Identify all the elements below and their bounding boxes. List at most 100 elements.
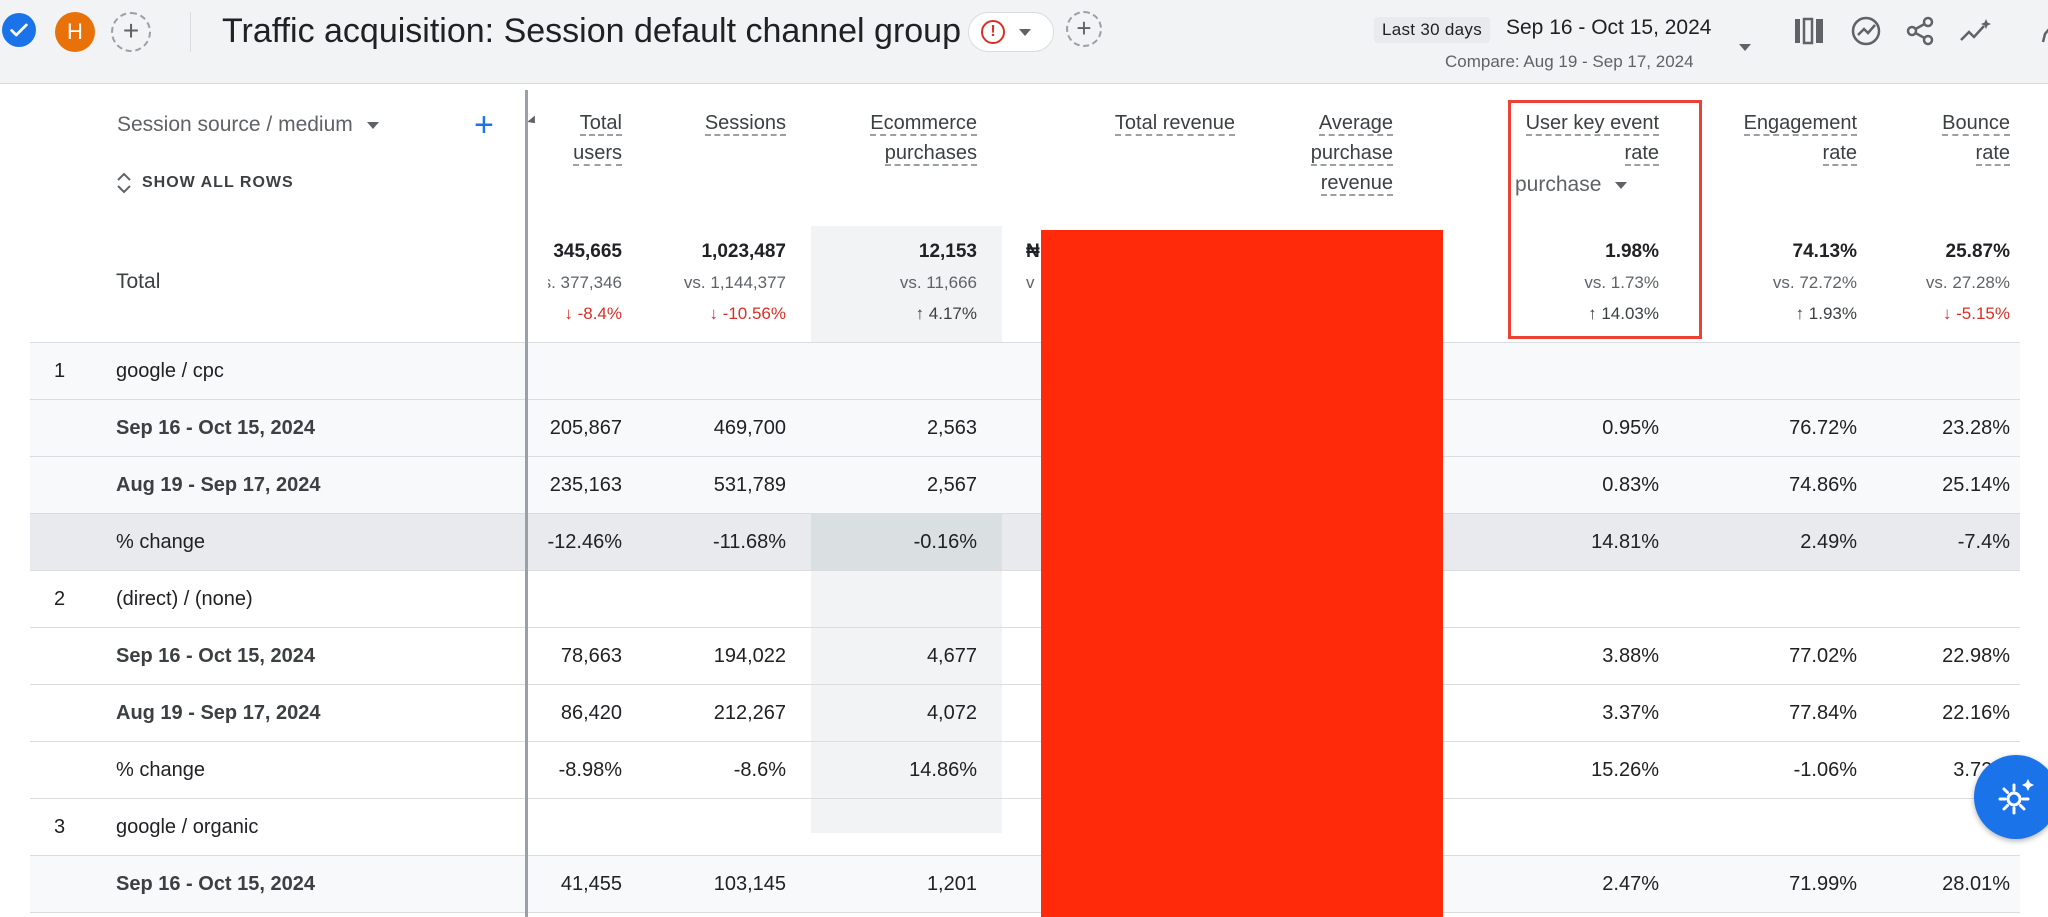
header-user-key-event-rate[interactable]: User key event rate bbox=[1525, 112, 1659, 166]
sort-indicator-icon bbox=[527, 115, 539, 127]
edit-icon[interactable] bbox=[2030, 12, 2048, 50]
cell-total-users: 86,420 bbox=[560, 702, 622, 724]
user-key-event-rate-summary: 1.98% vs. 1.73% ↑ 14.03% bbox=[1584, 241, 1659, 323]
total-revenue-summary-partial: ₦ v bbox=[1026, 241, 1040, 292]
show-all-rows-button[interactable]: SHOW ALL ROWS bbox=[116, 172, 294, 194]
cell-user-key-event-rate: 14.81% bbox=[1591, 531, 1659, 553]
report-status-dropdown[interactable]: ! bbox=[968, 12, 1054, 52]
row-label: Aug 19 - Sep 17, 2024 bbox=[116, 474, 321, 496]
header-ecommerce-purchases[interactable]: Ecommerce purchases bbox=[870, 112, 977, 166]
cell-ecommerce-purchases: 2,563 bbox=[926, 417, 977, 439]
table-row-change: % change -8.98% -8.6% 14.86% 15.26% -1.0… bbox=[30, 742, 2020, 799]
report-header: H + Traffic acquisition: Session default… bbox=[0, 0, 2048, 84]
cell-total-users: -8.98% bbox=[558, 759, 622, 781]
cell-engagement-rate: 71.99% bbox=[1789, 873, 1857, 895]
add-dimension-button[interactable]: + bbox=[474, 106, 494, 144]
cell-engagement-rate: 77.02% bbox=[1789, 645, 1857, 667]
table-row: Sep 16 - Oct 15, 2024 78,663 194,022 4,6… bbox=[30, 628, 2020, 685]
row-dimension-value: google / cpc bbox=[116, 360, 224, 382]
trend-sparkle-icon[interactable] bbox=[1957, 12, 1995, 50]
cell-sessions: 194,022 bbox=[713, 645, 786, 667]
avatar[interactable]: H bbox=[55, 12, 95, 52]
plus-icon: + bbox=[122, 15, 140, 46]
cell-engagement-rate: 2.49% bbox=[1800, 531, 1857, 553]
header-sessions[interactable]: Sessions bbox=[704, 112, 786, 136]
table-row-group-header[interactable]: 1 google / cpc bbox=[30, 343, 2020, 400]
cell-ecommerce-purchases: 14.86% bbox=[909, 759, 977, 781]
header-engagement-rate[interactable]: Engagement rate bbox=[1743, 112, 1857, 166]
cell-total-users: 205,867 bbox=[549, 417, 622, 439]
plus-icon: + bbox=[1076, 13, 1092, 43]
row-label: % change bbox=[116, 531, 205, 553]
cell-sessions: -8.6% bbox=[733, 759, 786, 781]
cell-bounce-rate: 22.16% bbox=[1942, 702, 2010, 724]
header-total-revenue[interactable]: Total revenue bbox=[1114, 112, 1235, 136]
table-row: Aug 19 - Sep 17, 2024 86,420 212,267 4,0… bbox=[30, 685, 2020, 742]
table-row: Sep 16 - Oct 15, 2024 205,867 469,700 2,… bbox=[30, 400, 2020, 457]
row-index: 2 bbox=[54, 588, 66, 610]
cell-sessions: 103,145 bbox=[713, 873, 786, 895]
table-row-group-header[interactable]: 2 (direct) / (none) bbox=[30, 571, 2020, 628]
ecommerce-purchases-summary: 12,153 vs. 11,666 ↑ 4.17% bbox=[899, 241, 977, 323]
checkmark-icon[interactable] bbox=[2, 13, 36, 47]
cell-sessions: -11.68% bbox=[712, 531, 786, 553]
cell-engagement-rate: 77.84% bbox=[1789, 702, 1857, 724]
table-row: Sep 16 - Oct 15, 2024 41,455 103,145 1,2… bbox=[30, 856, 2020, 913]
cell-engagement-rate: -1.06% bbox=[1793, 759, 1857, 781]
redaction-block bbox=[1041, 230, 1443, 917]
cell-sessions: 469,700 bbox=[713, 417, 786, 439]
cell-ecommerce-purchases: 1,201 bbox=[926, 873, 977, 895]
header-total-users[interactable]: Total users bbox=[573, 112, 622, 166]
header-average-purchase-revenue[interactable]: Average purchase revenue bbox=[1310, 112, 1393, 196]
chevron-down-icon bbox=[366, 121, 379, 129]
cell-total-users: 41,455 bbox=[560, 873, 622, 895]
dimension-label: Session source / medium bbox=[117, 113, 353, 136]
date-dropdown-icon[interactable] bbox=[1739, 44, 1751, 51]
divider bbox=[30, 342, 2020, 343]
cell-bounce-rate: 28.01% bbox=[1942, 873, 2010, 895]
cell-total-users: -12.46% bbox=[547, 531, 623, 553]
bounce-rate-summary: 25.87% vs. 27.28% ↓ -5.15% bbox=[1925, 241, 2010, 323]
cell-total-users: 235,163 bbox=[549, 474, 622, 496]
table-row: Aug 19 - Sep 17, 2024 235,163 531,789 2,… bbox=[30, 457, 2020, 514]
show-all-rows-label: SHOW ALL ROWS bbox=[142, 174, 294, 191]
cell-user-key-event-rate: 15.26% bbox=[1591, 759, 1659, 781]
cell-engagement-rate: 76.72% bbox=[1789, 417, 1857, 439]
cell-sessions: 531,789 bbox=[713, 474, 786, 496]
key-event-label: purchase bbox=[1515, 173, 1602, 196]
insights-icon[interactable] bbox=[1847, 12, 1885, 50]
row-dimension-value: google / organic bbox=[116, 816, 259, 838]
cell-user-key-event-rate: 0.83% bbox=[1602, 474, 1659, 496]
table-row-group-header[interactable]: 3 google / organic bbox=[30, 799, 2020, 856]
total-users-summary: 345,665 vs. 377,346 ↓ -8.4% bbox=[534, 241, 622, 323]
row-label: Sep 16 - Oct 15, 2024 bbox=[116, 417, 316, 439]
share-icon[interactable] bbox=[1901, 12, 1939, 50]
add-comparison-button[interactable]: + bbox=[111, 12, 151, 52]
key-event-selector[interactable]: purchase bbox=[1515, 173, 1628, 197]
frozen-column-divider[interactable] bbox=[525, 90, 528, 917]
row-index: 1 bbox=[54, 360, 66, 382]
cell-bounce-rate: 23.28% bbox=[1942, 417, 2010, 439]
row-label: Sep 16 - Oct 15, 2024 bbox=[116, 873, 316, 895]
compare-columns-icon[interactable] bbox=[1790, 12, 1828, 50]
page-title: Traffic acquisition: Session default cha… bbox=[222, 12, 962, 50]
dimension-picker[interactable]: Session source / medium bbox=[117, 113, 379, 137]
cell-sessions: 212,267 bbox=[713, 702, 786, 724]
date-range[interactable]: Sep 16 - Oct 15, 2024 bbox=[1506, 16, 1712, 39]
add-filter-button[interactable]: + bbox=[1066, 11, 1102, 47]
cell-user-key-event-rate: 0.95% bbox=[1602, 417, 1659, 439]
cell-engagement-rate: 74.86% bbox=[1789, 474, 1857, 496]
header-bounce-rate[interactable]: Bounce rate bbox=[1942, 112, 2010, 166]
chevron-down-icon bbox=[1019, 28, 1031, 36]
row-label: Aug 19 - Sep 17, 2024 bbox=[116, 702, 321, 724]
date-preset-chip[interactable]: Last 30 days bbox=[1374, 17, 1490, 43]
ecommerce-column-shade bbox=[811, 514, 1002, 570]
sessions-summary: 1,023,487 vs. 1,144,377 ↓ -10.56% bbox=[683, 241, 786, 323]
cell-user-key-event-rate: 3.88% bbox=[1602, 645, 1659, 667]
row-index: 3 bbox=[54, 816, 66, 838]
compare-range[interactable]: Compare: Aug 19 - Sep 17, 2024 bbox=[1445, 52, 1694, 71]
row-label: Sep 16 - Oct 15, 2024 bbox=[116, 645, 316, 667]
cell-ecommerce-purchases: 4,677 bbox=[926, 645, 977, 667]
cell-bounce-rate: 22.98% bbox=[1942, 645, 2010, 667]
settings-sparkle-icon[interactable] bbox=[1974, 755, 2048, 839]
